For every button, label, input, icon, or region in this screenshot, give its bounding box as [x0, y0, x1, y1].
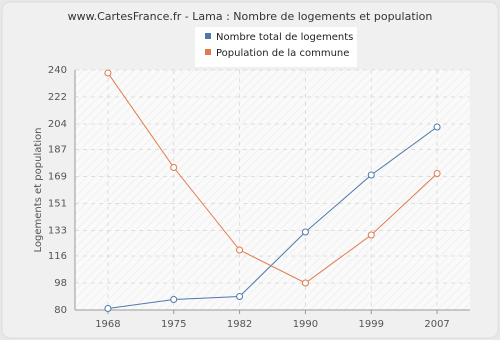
x-tick-label: 1999 [359, 319, 384, 330]
legend-label: Nombre total de logements [216, 32, 353, 43]
y-tick-label: 151 [48, 199, 67, 210]
y-tick-label: 240 [48, 65, 67, 76]
y-tick-label: 80 [54, 305, 67, 316]
y-tick-label: 222 [48, 92, 67, 103]
x-tick-label: 2007 [424, 319, 449, 330]
point [367, 171, 375, 179]
point [170, 296, 178, 303]
y-tick-label: 204 [48, 119, 67, 130]
series-line [107, 72, 438, 284]
x-tick-label: 1990 [293, 319, 318, 330]
y-axis-label: Logements et population [33, 127, 44, 252]
chart-title: www.CartesFrance.fr - Lama : Nombre de l… [68, 10, 433, 23]
x-tick-label: 1975 [161, 319, 186, 330]
point [367, 231, 375, 239]
point [104, 305, 112, 312]
legend-label: Population de la commune [216, 48, 349, 59]
legend [195, 27, 357, 67]
y-tick-label: 169 [48, 172, 67, 183]
legend-swatch [205, 33, 211, 39]
y-tick-label: 116 [48, 251, 67, 262]
x-tick-label: 1982 [227, 319, 252, 330]
plot-area [75, 70, 470, 310]
point [433, 170, 441, 177]
point [236, 246, 244, 254]
point [301, 279, 309, 287]
y-tick-label: 133 [48, 226, 67, 237]
point [236, 293, 244, 300]
point [301, 228, 309, 236]
legend-swatch [205, 49, 211, 55]
x-tick-label: 1968 [95, 319, 120, 330]
point [170, 164, 178, 171]
y-tick-label: 187 [48, 145, 67, 156]
point [104, 69, 112, 77]
series-line [107, 126, 438, 309]
y-tick-label: 98 [54, 278, 67, 289]
point [433, 123, 441, 131]
